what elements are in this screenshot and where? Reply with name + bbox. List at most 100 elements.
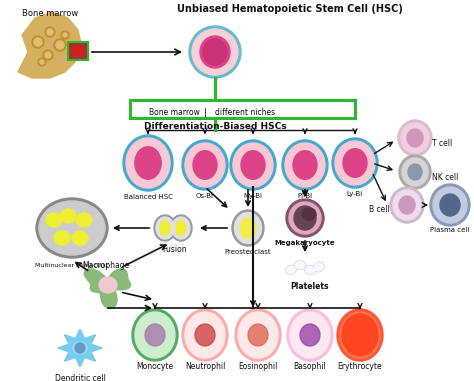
Ellipse shape — [290, 312, 330, 358]
Ellipse shape — [154, 215, 176, 241]
Ellipse shape — [314, 262, 324, 272]
Polygon shape — [18, 12, 82, 78]
Text: Os-Bi: Os-Bi — [196, 193, 214, 199]
Ellipse shape — [232, 210, 264, 246]
Ellipse shape — [36, 198, 108, 258]
Ellipse shape — [76, 213, 92, 227]
Ellipse shape — [402, 158, 428, 186]
Ellipse shape — [289, 202, 321, 234]
Ellipse shape — [287, 309, 333, 361]
Ellipse shape — [238, 312, 278, 358]
Text: T cell: T cell — [432, 139, 452, 147]
Circle shape — [38, 58, 46, 66]
Circle shape — [47, 29, 53, 35]
Ellipse shape — [241, 151, 265, 179]
Ellipse shape — [156, 217, 174, 239]
Ellipse shape — [305, 266, 315, 275]
Circle shape — [45, 27, 55, 37]
Ellipse shape — [160, 221, 170, 235]
Ellipse shape — [294, 261, 305, 269]
Ellipse shape — [315, 263, 323, 271]
Ellipse shape — [337, 309, 383, 361]
Text: My-Bi: My-Bi — [244, 193, 263, 199]
Ellipse shape — [399, 155, 431, 189]
Ellipse shape — [182, 140, 228, 190]
Ellipse shape — [300, 324, 320, 346]
Circle shape — [63, 33, 67, 37]
Text: Fusion: Fusion — [163, 245, 187, 254]
Ellipse shape — [340, 312, 380, 358]
Ellipse shape — [282, 140, 328, 190]
Ellipse shape — [401, 123, 429, 153]
Ellipse shape — [398, 120, 432, 156]
Polygon shape — [84, 269, 131, 309]
Ellipse shape — [233, 143, 273, 187]
Ellipse shape — [200, 36, 230, 68]
Ellipse shape — [135, 147, 161, 179]
Text: Basophil: Basophil — [293, 362, 327, 371]
Text: Pl-Bi: Pl-Bi — [298, 193, 312, 199]
Ellipse shape — [126, 138, 170, 188]
Circle shape — [43, 50, 53, 60]
Ellipse shape — [440, 194, 460, 216]
Ellipse shape — [189, 26, 241, 78]
Ellipse shape — [39, 201, 105, 255]
Ellipse shape — [390, 187, 424, 223]
Ellipse shape — [60, 209, 76, 223]
Text: Unbiased Hematopoietic Stem Cell (HSC): Unbiased Hematopoietic Stem Cell (HSC) — [177, 4, 403, 14]
Circle shape — [45, 52, 51, 58]
Ellipse shape — [407, 129, 423, 147]
Circle shape — [34, 38, 42, 46]
Polygon shape — [58, 329, 102, 367]
Ellipse shape — [72, 231, 88, 245]
Text: Eosinophil: Eosinophil — [238, 362, 278, 371]
Text: Bone marrow: Bone marrow — [22, 9, 78, 18]
Text: Platelets: Platelets — [291, 282, 329, 291]
Ellipse shape — [54, 231, 70, 245]
Text: Neutrophil: Neutrophil — [185, 362, 225, 371]
Ellipse shape — [135, 312, 175, 358]
Ellipse shape — [182, 309, 228, 361]
Circle shape — [75, 343, 85, 353]
Ellipse shape — [132, 309, 178, 361]
Circle shape — [54, 39, 66, 51]
Text: Megakaryocyte: Megakaryocyte — [275, 240, 335, 246]
Text: Bone marrow: Bone marrow — [149, 108, 200, 117]
Ellipse shape — [145, 324, 165, 346]
Ellipse shape — [408, 164, 422, 180]
Ellipse shape — [302, 208, 316, 220]
Ellipse shape — [193, 151, 217, 179]
Text: Plasma cell: Plasma cell — [430, 227, 470, 233]
Circle shape — [32, 36, 44, 48]
Ellipse shape — [235, 309, 281, 361]
Circle shape — [56, 41, 64, 49]
Text: NK cell: NK cell — [432, 173, 458, 181]
Ellipse shape — [195, 324, 215, 346]
Text: Monocyte: Monocyte — [137, 362, 173, 371]
Ellipse shape — [430, 184, 470, 226]
Ellipse shape — [335, 141, 375, 185]
Text: Erythrocyte: Erythrocyte — [337, 362, 383, 371]
Text: Preosteoclast: Preosteoclast — [225, 249, 271, 255]
Ellipse shape — [306, 266, 314, 274]
Circle shape — [40, 60, 44, 64]
Ellipse shape — [185, 143, 225, 187]
Ellipse shape — [293, 151, 317, 179]
Ellipse shape — [286, 199, 324, 237]
Ellipse shape — [46, 213, 62, 227]
Ellipse shape — [287, 266, 295, 274]
Circle shape — [61, 31, 69, 39]
Ellipse shape — [71, 45, 85, 57]
Ellipse shape — [295, 261, 304, 269]
Ellipse shape — [248, 324, 268, 346]
Ellipse shape — [192, 29, 238, 75]
Ellipse shape — [393, 190, 421, 220]
Ellipse shape — [185, 312, 225, 358]
Ellipse shape — [123, 135, 173, 191]
Ellipse shape — [285, 143, 325, 187]
Ellipse shape — [240, 218, 255, 238]
Ellipse shape — [399, 196, 415, 214]
Ellipse shape — [172, 217, 190, 239]
Ellipse shape — [170, 215, 192, 241]
Ellipse shape — [433, 187, 467, 223]
